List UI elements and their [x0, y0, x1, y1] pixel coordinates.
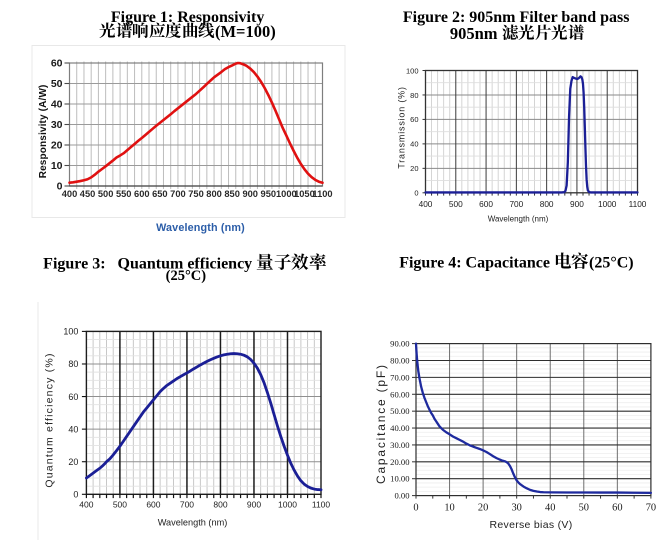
svg-text:40.00: 40.00	[390, 423, 409, 433]
svg-text:700: 700	[180, 500, 194, 510]
svg-text:Reverse bias (V): Reverse bias (V)	[490, 519, 573, 531]
svg-text:0: 0	[73, 490, 78, 500]
svg-text:700: 700	[170, 189, 186, 199]
svg-text:70: 70	[646, 503, 656, 514]
svg-text:40: 40	[51, 99, 63, 111]
svg-text:60.00: 60.00	[390, 389, 409, 399]
svg-text:Wavelength (nm): Wavelength (nm)	[156, 222, 245, 234]
svg-text:60: 60	[51, 58, 63, 70]
svg-text:10.00: 10.00	[390, 474, 409, 484]
svg-text:100: 100	[63, 327, 78, 337]
svg-text:Wavelength (nm): Wavelength (nm)	[158, 518, 228, 528]
svg-text:60: 60	[68, 392, 78, 402]
svg-text:550: 550	[116, 189, 132, 199]
svg-text:0: 0	[414, 189, 418, 198]
svg-text:600: 600	[479, 199, 493, 209]
svg-text:700: 700	[509, 199, 523, 209]
svg-text:600: 600	[134, 189, 150, 199]
svg-text:1000: 1000	[278, 500, 297, 510]
svg-text:60: 60	[612, 503, 622, 514]
svg-text:100: 100	[406, 66, 419, 75]
svg-text:70.00: 70.00	[390, 372, 409, 382]
svg-text:400: 400	[79, 500, 93, 510]
svg-text:0: 0	[57, 181, 63, 193]
svg-text:10: 10	[51, 160, 63, 172]
svg-text:0.00: 0.00	[394, 491, 409, 501]
svg-text:50: 50	[51, 78, 63, 90]
svg-text:Transmission (%): Transmission (%)	[397, 86, 407, 168]
svg-text:40: 40	[545, 503, 555, 514]
svg-text:1050: 1050	[294, 189, 315, 199]
svg-text:500: 500	[449, 199, 463, 209]
svg-text:0: 0	[413, 503, 418, 514]
svg-text:800: 800	[540, 199, 554, 209]
svg-text:1100: 1100	[312, 189, 332, 199]
svg-text:750: 750	[188, 189, 204, 199]
svg-text:40: 40	[68, 424, 78, 434]
svg-text:900: 900	[242, 189, 258, 199]
svg-text:80: 80	[410, 91, 418, 100]
svg-text:20: 20	[51, 140, 63, 152]
svg-text:600: 600	[146, 500, 160, 510]
svg-text:400: 400	[62, 189, 78, 199]
svg-text:900: 900	[247, 500, 261, 510]
svg-text:50: 50	[579, 503, 589, 514]
svg-text:Wavelength (nm): Wavelength (nm)	[488, 214, 549, 223]
svg-text:850: 850	[224, 189, 240, 199]
svg-text:1100: 1100	[312, 500, 331, 510]
svg-text:50.00: 50.00	[390, 406, 409, 416]
svg-text:Quantum efficiency (%): Quantum efficiency (%)	[43, 352, 55, 487]
svg-text:950: 950	[261, 189, 277, 199]
svg-text:450: 450	[80, 189, 96, 199]
svg-text:80: 80	[68, 359, 78, 369]
svg-text:20: 20	[478, 503, 488, 514]
svg-text:800: 800	[213, 500, 227, 510]
svg-text:400: 400	[419, 199, 433, 209]
svg-text:20: 20	[410, 164, 418, 173]
svg-text:40: 40	[410, 140, 418, 149]
svg-text:650: 650	[152, 189, 168, 199]
svg-text:Capacitance (pF): Capacitance (pF)	[374, 363, 388, 484]
svg-text:30: 30	[51, 119, 63, 131]
svg-text:30: 30	[511, 503, 521, 514]
svg-text:800: 800	[206, 189, 222, 199]
svg-text:30.00: 30.00	[390, 440, 409, 450]
svg-text:20: 20	[68, 457, 78, 467]
svg-text:1100: 1100	[629, 199, 647, 209]
svg-text:900: 900	[570, 199, 584, 209]
svg-text:500: 500	[113, 500, 127, 510]
svg-text:10: 10	[444, 503, 454, 514]
svg-text:20.00: 20.00	[390, 457, 409, 467]
svg-text:1000: 1000	[276, 189, 297, 199]
svg-text:60: 60	[410, 115, 418, 124]
svg-text:90.00: 90.00	[390, 339, 409, 349]
svg-text:1000: 1000	[598, 199, 617, 209]
svg-text:80.00: 80.00	[390, 355, 409, 365]
svg-text:Responsivity (A/W): Responsivity (A/W)	[38, 84, 49, 178]
svg-text:500: 500	[98, 189, 114, 199]
